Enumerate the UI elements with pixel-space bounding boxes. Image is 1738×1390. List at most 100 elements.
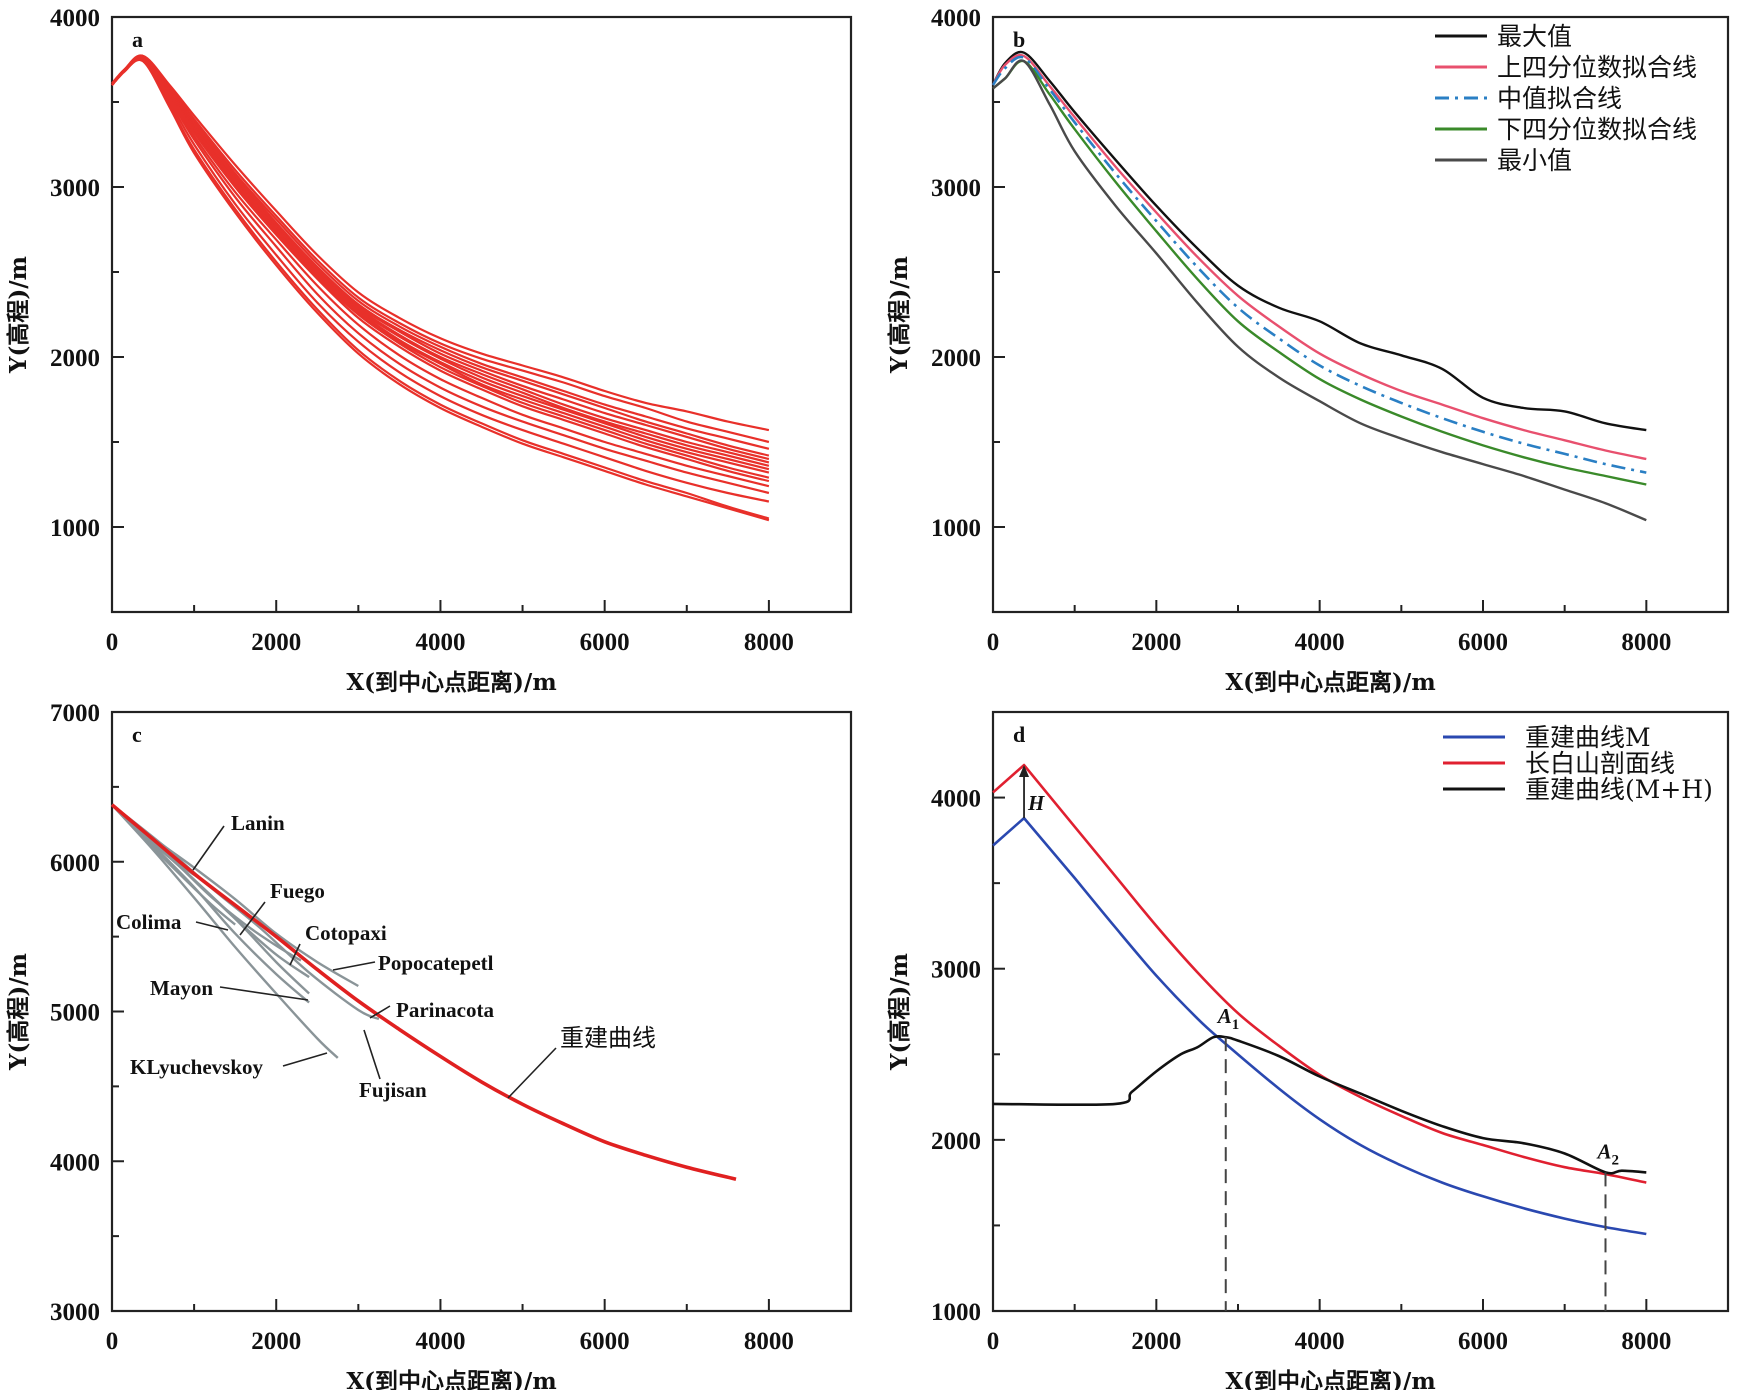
series-line-profile-13	[111, 57, 770, 495]
point-label-letter: A	[1596, 1139, 1612, 1163]
series-line-0	[991, 50, 1647, 432]
x-tick-label: 2000	[1131, 629, 1181, 656]
y-tick-label: 1000	[50, 515, 100, 542]
annotation-label: Cotopaxi	[305, 921, 387, 945]
annotation-leader	[369, 1005, 391, 1019]
annotation-label: Parinacota	[396, 998, 494, 1022]
x-tick-label: 2000	[251, 1328, 301, 1355]
annotation-label: Colima	[116, 910, 182, 934]
x-axis-title: X(到中心点距离)/m	[1225, 669, 1435, 696]
y-tick-label: 3000	[50, 1299, 100, 1326]
series-line-profile-1	[111, 54, 770, 432]
y-tick-label: 2000	[50, 345, 100, 372]
x-tick-label: 8000	[744, 629, 794, 656]
y-tick-label: 3000	[931, 175, 981, 202]
series-line-profile-6	[111, 56, 770, 464]
y-tick-label: 3000	[931, 957, 981, 984]
y-axis-title: Y(高程)/m	[5, 256, 32, 374]
series-line-Fujisan	[111, 803, 310, 995]
series-line-profile-10	[111, 55, 770, 479]
plot-frame	[991, 15, 1730, 614]
series-line-profile-15	[111, 58, 770, 520]
legend-label: 上四分位数拟合线	[1497, 53, 1697, 82]
x-tick-label: 4000	[415, 629, 465, 656]
series-line-profile-2	[111, 54, 770, 444]
h-arrow-head	[1019, 765, 1030, 778]
point-label-subscript: 2	[1612, 1152, 1620, 1168]
legend-label: 最小值	[1497, 146, 1572, 175]
h-label: H	[1027, 791, 1045, 815]
legend-label: 最大值	[1497, 22, 1572, 51]
annotation-leader	[282, 1052, 328, 1067]
x-tick-label: 0	[987, 1328, 1000, 1355]
annotation-leader	[363, 1029, 381, 1080]
y-tick-label: 3000	[50, 175, 100, 202]
y-axis-title: Y(高程)/m	[886, 953, 913, 1071]
x-tick-label: 8000	[1621, 629, 1671, 656]
x-tick-label: 8000	[744, 1328, 794, 1355]
y-tick-label: 2000	[931, 1128, 981, 1155]
series-line-2	[992, 1034, 1647, 1175]
x-tick-label: 2000	[1131, 1328, 1181, 1355]
x-axis-title: X(到中心点距离)/m	[1225, 1368, 1435, 1390]
annotation-label: Fujisan	[359, 1078, 427, 1102]
y-tick-label: 4000	[931, 786, 981, 813]
annotation-label: Fuego	[270, 879, 325, 903]
legend-label: 长白山剖面线	[1525, 749, 1675, 778]
series-line-3	[992, 59, 1647, 486]
y-axis-title: Y(高程)/m	[5, 953, 32, 1071]
panel-letter: c	[132, 722, 142, 747]
panel-letter: d	[1013, 722, 1025, 747]
series-line-profile-11	[111, 57, 770, 483]
x-tick-label: 0	[106, 1328, 119, 1355]
annotation-leader	[195, 921, 229, 931]
x-tick-label: 4000	[1295, 1328, 1345, 1355]
x-tick-label: 6000	[580, 629, 630, 656]
series-line-1	[992, 763, 1647, 1184]
series-line-profile-3	[111, 54, 770, 450]
x-tick-label: 4000	[1295, 629, 1345, 656]
series-line-KLyuchevskoy	[111, 803, 339, 1059]
annotation-leader	[507, 1047, 557, 1099]
y-tick-label: 2000	[931, 345, 981, 372]
x-tick-label: 6000	[1458, 629, 1508, 656]
panel-b: 0 2000 4000 6000 8000 1000 2000 3000 4000 X(到中心点距…	[886, 5, 1730, 696]
series-line-4	[992, 59, 1647, 522]
series-line-0	[992, 816, 1647, 1236]
annotation-leader	[219, 986, 309, 1001]
x-tick-label: 6000	[1458, 1328, 1508, 1355]
legend-label: 下四分位数拟合线	[1497, 115, 1697, 144]
y-tick-label: 4000	[931, 5, 981, 32]
annotation-label: KLyuchevskoy	[130, 1055, 264, 1079]
point-label-A1: A1	[1216, 1004, 1240, 1033]
series-line-profile-16	[111, 58, 770, 522]
plot-frame	[991, 710, 1730, 1313]
annotation-leader	[239, 901, 266, 936]
annotation-leader	[192, 825, 225, 871]
series-line-profile-9	[111, 56, 770, 474]
y-tick-label: 5000	[50, 1000, 100, 1027]
annotation-leader	[332, 961, 376, 971]
y-tick-label: 7000	[50, 700, 100, 727]
series-line-profile-12	[111, 57, 770, 488]
series-line-reconstructed	[110, 803, 737, 1181]
y-tick-label: 4000	[50, 5, 100, 32]
annotation-label: Lanin	[231, 811, 285, 835]
y-tick-label: 6000	[50, 850, 100, 877]
series-line-profile-5	[111, 54, 770, 461]
panel-c: 0 2000 4000 6000 8000 3000 4000 5000 6000 7000 X(到…	[5, 700, 853, 1390]
legend-label: 重建曲线(M+H)	[1525, 775, 1713, 804]
y-tick-label: 1000	[931, 515, 981, 542]
series-line-Parinacota	[111, 803, 380, 1021]
series-line-profile-14	[111, 58, 770, 503]
x-tick-label: 2000	[251, 629, 301, 656]
panel-a: 0 2000 4000 6000 8000 1000 2000 3000 4000 X(到中心点距…	[5, 5, 853, 696]
y-tick-label: 1000	[931, 1299, 981, 1326]
x-tick-label: 0	[106, 629, 119, 656]
y-axis-title: Y(高程)/m	[886, 256, 913, 374]
annotation-label: 重建曲线	[560, 1024, 656, 1052]
y-tick-label: 4000	[50, 1149, 100, 1176]
